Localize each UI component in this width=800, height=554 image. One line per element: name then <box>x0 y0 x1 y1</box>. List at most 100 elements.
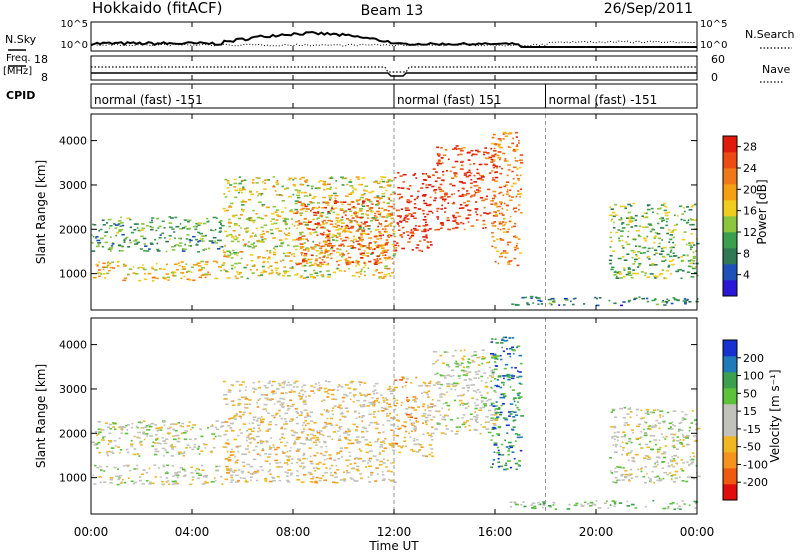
heatmap-cell <box>686 271 691 273</box>
heatmap-cell <box>385 242 388 245</box>
heatmap-cell <box>349 392 352 394</box>
heatmap-cell <box>322 196 326 199</box>
heatmap-cell <box>286 475 289 477</box>
heatmap-cell <box>519 188 522 190</box>
heatmap-cell <box>253 263 256 266</box>
heatmap-cell <box>434 229 437 231</box>
heatmap-cell <box>663 471 668 474</box>
heatmap-cell <box>493 427 497 429</box>
heatmap-cell <box>353 207 357 209</box>
heatmap-cell <box>357 229 360 231</box>
heatmap-cell <box>519 449 523 452</box>
heatmap-cell <box>334 472 338 475</box>
heatmap-cell <box>442 174 445 176</box>
heatmap-cell <box>155 427 160 430</box>
heatmap-cell <box>653 481 655 484</box>
heatmap-cell <box>614 481 618 484</box>
heatmap-cell <box>339 479 344 481</box>
heatmap-cell <box>490 386 492 389</box>
heatmap-cell <box>394 176 397 179</box>
heatmap-cell <box>300 411 303 413</box>
heatmap-cell <box>218 231 221 233</box>
heatmap-cell <box>121 245 124 248</box>
heatmap-cell <box>260 394 265 396</box>
heatmap-cell <box>634 453 639 456</box>
heatmap-cell <box>339 450 343 453</box>
heatmap-cell <box>268 272 273 275</box>
heatmap-cell <box>184 474 187 477</box>
heatmap-cell <box>689 248 692 251</box>
heatmap-cell <box>492 163 495 166</box>
heatmap-cell <box>613 451 618 453</box>
heatmap-cell <box>505 446 509 448</box>
heatmap-cell <box>349 455 352 457</box>
heatmap-cell <box>286 405 290 407</box>
heatmap-cell <box>352 423 356 426</box>
heatmap-cell <box>332 250 336 252</box>
heatmap-cell <box>245 479 247 482</box>
heatmap-cell <box>334 197 337 200</box>
heatmap-cell <box>348 439 352 442</box>
heatmap-cell <box>233 182 238 185</box>
heatmap-cell <box>320 226 325 229</box>
heatmap-cell <box>237 273 241 275</box>
heatmap-cell <box>322 454 327 457</box>
heatmap-cell <box>612 215 616 218</box>
heatmap-cell <box>242 465 246 467</box>
heatmap-cell <box>373 215 377 217</box>
heatmap-cell <box>683 210 686 213</box>
heatmap-cell <box>204 276 207 279</box>
heatmap-cell <box>251 247 255 249</box>
heatmap-cell <box>447 228 450 231</box>
heatmap-cell <box>329 209 333 212</box>
heatmap-cell <box>129 241 133 244</box>
heatmap-cell <box>292 212 296 215</box>
heatmap-cell <box>299 223 303 225</box>
heatmap-cell <box>287 456 290 459</box>
heatmap-cell <box>428 444 433 446</box>
heatmap-cell <box>345 260 349 262</box>
heatmap-cell <box>358 380 361 383</box>
heatmap-cell <box>497 457 500 460</box>
heatmap-cell <box>396 425 399 428</box>
heatmap-cell <box>667 462 670 464</box>
heatmap-cell <box>426 432 430 434</box>
heatmap-cell <box>354 188 357 191</box>
heatmap-cell <box>430 448 434 450</box>
heatmap-cell <box>685 437 690 439</box>
heatmap-cell <box>424 382 427 385</box>
heatmap-cell <box>272 185 276 188</box>
heatmap-cell <box>676 223 678 226</box>
heatmap-cell <box>123 241 126 243</box>
heatmap-cell <box>248 438 252 440</box>
heatmap-cell <box>309 261 313 264</box>
heatmap-cell <box>411 235 415 237</box>
heatmap-cell <box>537 303 540 305</box>
heatmap-cell <box>156 248 160 251</box>
heatmap-cell <box>125 424 128 427</box>
heatmap-cell <box>627 235 629 238</box>
heatmap-cell <box>270 220 273 223</box>
heatmap-cell <box>161 480 164 483</box>
heatmap-cell <box>515 503 519 506</box>
heatmap-cell <box>662 507 667 510</box>
heatmap-cell <box>509 466 513 469</box>
heatmap-cell <box>302 249 307 251</box>
heatmap-cell <box>347 227 350 230</box>
heatmap-cell <box>414 229 419 231</box>
heatmap-cell <box>279 239 283 241</box>
heatmap-cell <box>142 237 147 240</box>
heatmap-cell <box>356 263 359 265</box>
heatmap-cell <box>519 362 523 365</box>
heatmap-cell <box>508 220 511 223</box>
heatmap-cell <box>316 217 320 220</box>
heatmap-cell <box>638 262 642 265</box>
heatmap-cell <box>609 231 613 234</box>
heatmap-cell <box>655 419 658 422</box>
heatmap-cell <box>289 405 294 408</box>
heatmap-cell <box>449 183 452 185</box>
heatmap-cell <box>133 223 137 225</box>
heatmap-cell <box>608 214 613 217</box>
heatmap-cell <box>269 446 273 449</box>
heatmap-cell <box>276 194 279 196</box>
